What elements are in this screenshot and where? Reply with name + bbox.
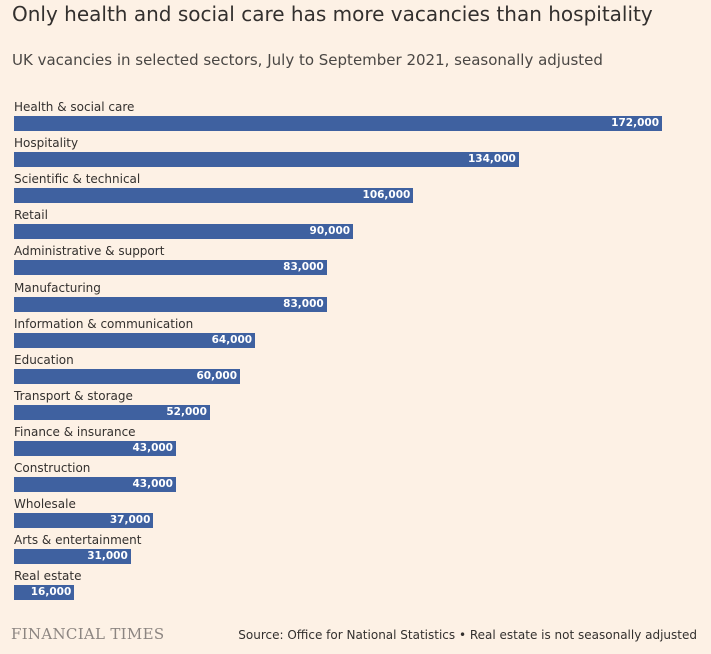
- category-label: Retail: [14, 208, 48, 223]
- category-label: Wholesale: [14, 497, 76, 512]
- bar: 52,000: [14, 404, 210, 420]
- category-label: Manufacturing: [14, 280, 101, 295]
- bar-value-label: 16,000: [30, 586, 72, 599]
- category-label: Arts & entertainment: [14, 533, 142, 548]
- bar-value-label: 64,000: [211, 333, 253, 346]
- chart-title: Only health and social care has more vac…: [12, 2, 653, 26]
- bar: 37,000: [14, 513, 154, 529]
- bar: 43,000: [14, 440, 176, 456]
- bar: 83,000: [14, 260, 327, 276]
- bar: 64,000: [14, 332, 256, 348]
- bar-value-label: 106,000: [362, 189, 411, 202]
- category-label: Information & communication: [14, 316, 194, 331]
- bar: 16,000: [14, 585, 75, 601]
- source-note: Source: Office for National Statistics •…: [238, 628, 697, 642]
- chart-subtitle: UK vacancies in selected sectors, July t…: [12, 51, 603, 69]
- bar-value-label: 83,000: [283, 261, 324, 274]
- bar: 60,000: [14, 368, 241, 384]
- bar-value-label: 134,000: [468, 153, 516, 166]
- category-label: Real estate: [14, 569, 82, 584]
- bar-value-label: 60,000: [196, 369, 238, 382]
- bar: 106,000: [14, 188, 414, 204]
- bar-value-label: 52,000: [166, 405, 207, 418]
- category-label: Transport & storage: [14, 388, 133, 403]
- bar-value-label: 90,000: [309, 225, 351, 238]
- bar-value-label: 31,000: [87, 550, 128, 563]
- bar: 31,000: [14, 549, 131, 565]
- category-label: Finance & insurance: [14, 424, 136, 439]
- bar-value-label: 83,000: [283, 297, 324, 310]
- bar: 83,000: [14, 296, 327, 312]
- category-label: Education: [14, 352, 74, 367]
- category-label: Health & social care: [14, 100, 135, 114]
- bar-value-label: 43,000: [132, 441, 173, 454]
- bar: 134,000: [14, 152, 519, 168]
- bar: 90,000: [14, 224, 354, 240]
- ft-logo: FINANCIAL TIMES: [11, 625, 165, 643]
- category-label: Scientific & technical: [14, 172, 141, 187]
- bar-value-label: 43,000: [132, 478, 173, 490]
- bar-value-label: 37,000: [109, 514, 151, 527]
- bar: 172,000: [14, 116, 662, 131]
- category-label: Hospitality: [14, 136, 79, 151]
- bar: 43,000: [14, 477, 176, 492]
- bar-value-label: 172,000: [611, 117, 659, 129]
- category-label: Administrative & support: [14, 244, 165, 259]
- category-label: Construction: [14, 461, 91, 475]
